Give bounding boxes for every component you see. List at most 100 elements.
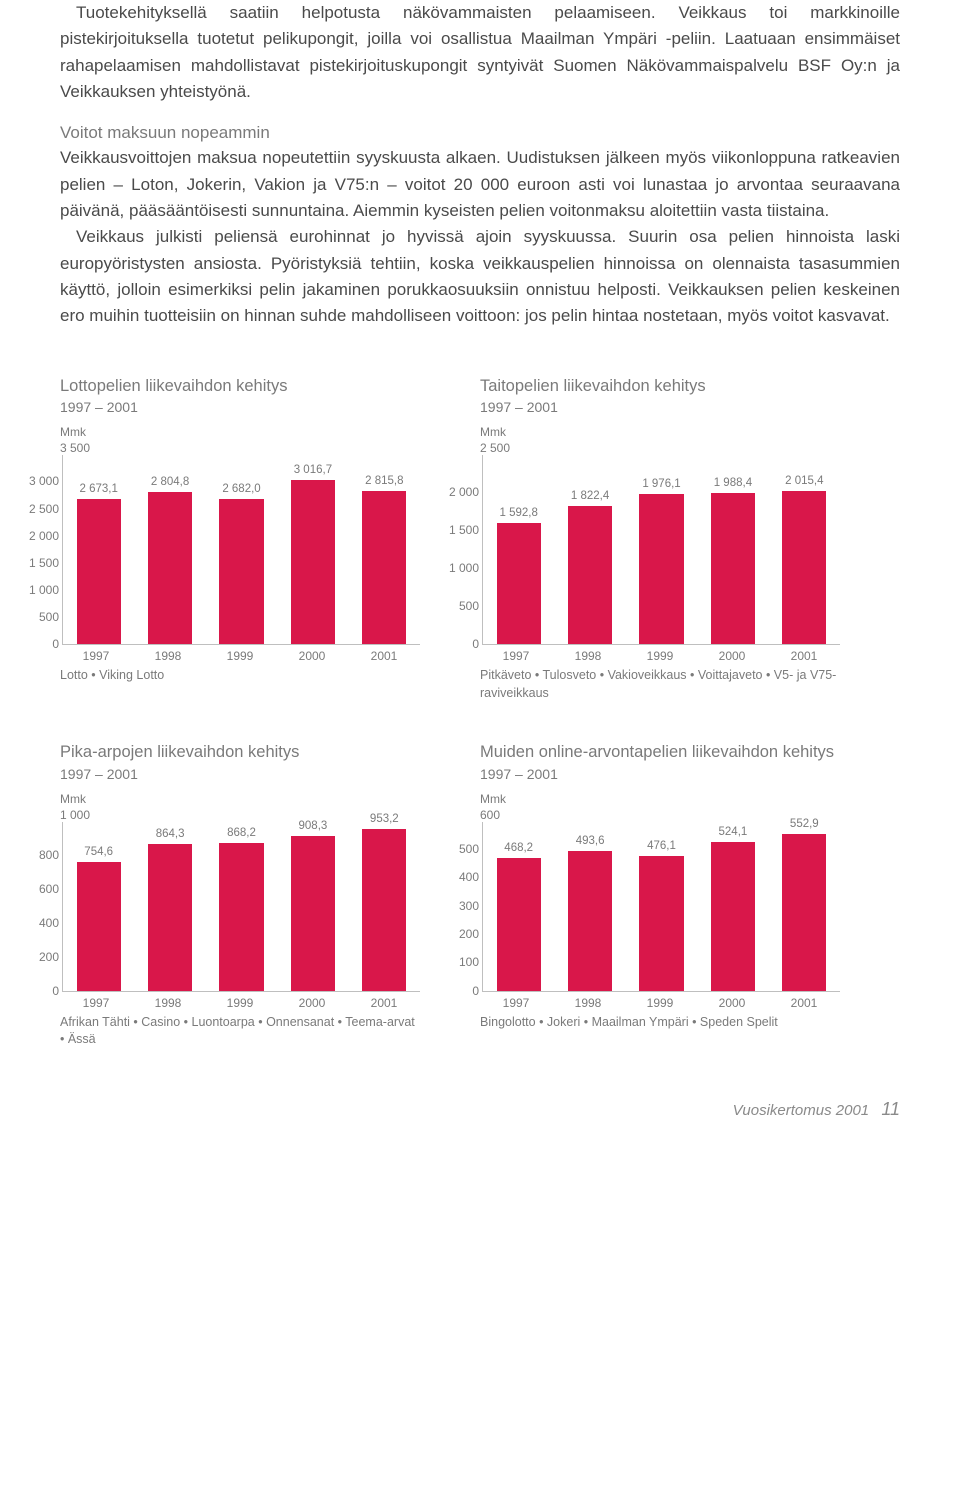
y-tick-label: 2 500 [19,502,59,516]
x-tick-label: 1997 [60,996,132,1010]
y-tick-label: 800 [19,848,59,862]
bar-slot: 864,3 [134,822,205,991]
section-body-2: Veikkaus julkisti peliensä eurohinnat jo… [60,224,900,329]
bar-slot: 1 822,4 [554,455,625,644]
chart-y-unit: Mmk [480,792,840,806]
bar-value-label: 468,2 [504,842,533,854]
bars-lane: 1 592,8 1 822,4 1 976,1 1 988,4 2 015,4 [483,455,840,644]
bar: 1 592,8 [497,523,541,644]
x-tick-label: 1997 [60,649,132,663]
bar-slot: 2 804,8 [134,455,205,644]
bar-value-label: 476,1 [647,840,676,852]
x-tick-label: 2001 [768,649,840,663]
y-tick-label: 200 [439,927,479,941]
chart-subtitle: 1997 – 2001 [480,766,840,782]
bar: 2 015,4 [782,491,826,644]
bars-lane: 2 673,1 2 804,8 2 682,0 3 016,7 2 815,8 [63,455,420,644]
bar-slot: 524,1 [697,822,768,991]
x-tick-label: 1999 [624,996,696,1010]
y-tick-label: 600 [19,882,59,896]
bar: 953,2 [362,829,406,991]
chart-y-unit: Mmk [60,792,420,806]
y-tick-label: 1 500 [19,556,59,570]
chart-title: Lottopelien liikevaihdon kehitys [60,376,420,397]
charts-grid: Lottopelien liikevaihdon kehitys 1997 – 2… [60,376,900,1049]
x-labels: 19971998199920002001 [60,996,420,1010]
bars-lane: 754,6 864,3 868,2 908,3 953,2 [63,822,420,991]
chart-ymax-label: 600 [480,808,840,822]
bar-slot: 493,6 [554,822,625,991]
x-tick-label: 1999 [624,649,696,663]
y-tick-label: 1 000 [439,561,479,575]
bar-value-label: 864,3 [156,828,185,840]
x-tick-label: 2000 [276,996,348,1010]
bar: 2 673,1 [77,499,121,644]
bar-value-label: 1 988,4 [714,477,752,489]
bar: 524,1 [711,842,755,990]
chart-series-note: Lotto • Viking Lotto [60,667,420,685]
chart-title: Pika-arpojen liikevaihdon kehitys [60,742,420,763]
x-tick-label: 2000 [696,996,768,1010]
bar: 3 016,7 [291,480,335,644]
chart-area: 0100200300400500468,2493,6476,1524,1552,… [482,822,840,992]
y-tick-label: 2 000 [439,485,479,499]
bar-value-label: 908,3 [299,820,328,832]
chart-area: 0200400600800754,6864,3868,2908,3953,2 [62,822,420,992]
bar: 868,2 [219,843,263,991]
bar-value-label: 1 976,1 [642,478,680,490]
y-tick-label: 0 [439,637,479,651]
bar-value-label: 3 016,7 [294,464,332,476]
chart-ymax-label: 1 000 [60,808,420,822]
bar: 2 682,0 [219,499,263,645]
chart-series-note: Afrikan Tähti • Casino • Luontoarpa • On… [60,1014,420,1049]
x-tick-label: 1998 [552,996,624,1010]
bar-slot: 2 682,0 [206,455,277,644]
bar-slot: 754,6 [63,822,134,991]
section-body-1: Veikkausvoittojen maksua nopeutettiin sy… [60,145,900,224]
bar-value-label: 2 673,1 [80,483,118,495]
bar: 1 976,1 [639,494,683,644]
bar-value-label: 2 682,0 [222,483,260,495]
bar-slot: 1 976,1 [626,455,697,644]
footer-page-number: 11 [881,1099,900,1119]
bar-slot: 1 988,4 [697,455,768,644]
y-tick-label: 200 [19,950,59,964]
bar: 476,1 [639,856,683,991]
x-labels: 19971998199920002001 [480,996,840,1010]
bar-value-label: 524,1 [719,826,748,838]
chart-subtitle: 1997 – 2001 [480,399,840,415]
x-tick-label: 1997 [480,996,552,1010]
bar-value-label: 1 592,8 [500,507,538,519]
bar-value-label: 2 804,8 [151,476,189,488]
bar-slot: 1 592,8 [483,455,554,644]
bars-lane: 468,2 493,6 476,1 524,1 552,9 [483,822,840,991]
bar-value-label: 2 015,4 [785,475,823,487]
bar: 493,6 [568,851,612,991]
bar: 2 815,8 [362,491,406,644]
page-footer: Vuosikertomus 2001 11 [60,1099,900,1120]
y-tick-label: 500 [439,599,479,613]
bar: 908,3 [291,836,335,990]
bar-slot: 868,2 [206,822,277,991]
chart-lotto: Lottopelien liikevaihdon kehitys 1997 – 2… [60,376,420,702]
y-tick-label: 400 [439,870,479,884]
y-tick-label: 0 [19,637,59,651]
x-tick-label: 1999 [204,996,276,1010]
chart-subtitle: 1997 – 2001 [60,399,420,415]
chart-subtitle: 1997 – 2001 [60,766,420,782]
bar: 1 988,4 [711,493,755,644]
bar-slot: 468,2 [483,822,554,991]
y-tick-label: 2 000 [19,529,59,543]
bar: 552,9 [782,834,826,991]
bar-slot: 3 016,7 [277,455,348,644]
chart-series-note: Pitkäveto • Tulosveto • Vakioveikkaus • … [480,667,840,702]
x-labels: 19971998199920002001 [480,649,840,663]
chart-area: 05001 0001 5002 0002 5003 0002 673,12 80… [62,455,420,645]
bar-value-label: 1 822,4 [571,490,609,502]
x-tick-label: 2000 [276,649,348,663]
y-tick-label: 100 [439,955,479,969]
bar-slot: 476,1 [626,822,697,991]
bar: 468,2 [497,858,541,991]
bar-slot: 953,2 [349,822,420,991]
chart-title: Muiden online-arvontapelien liikevaihdon… [480,742,840,763]
